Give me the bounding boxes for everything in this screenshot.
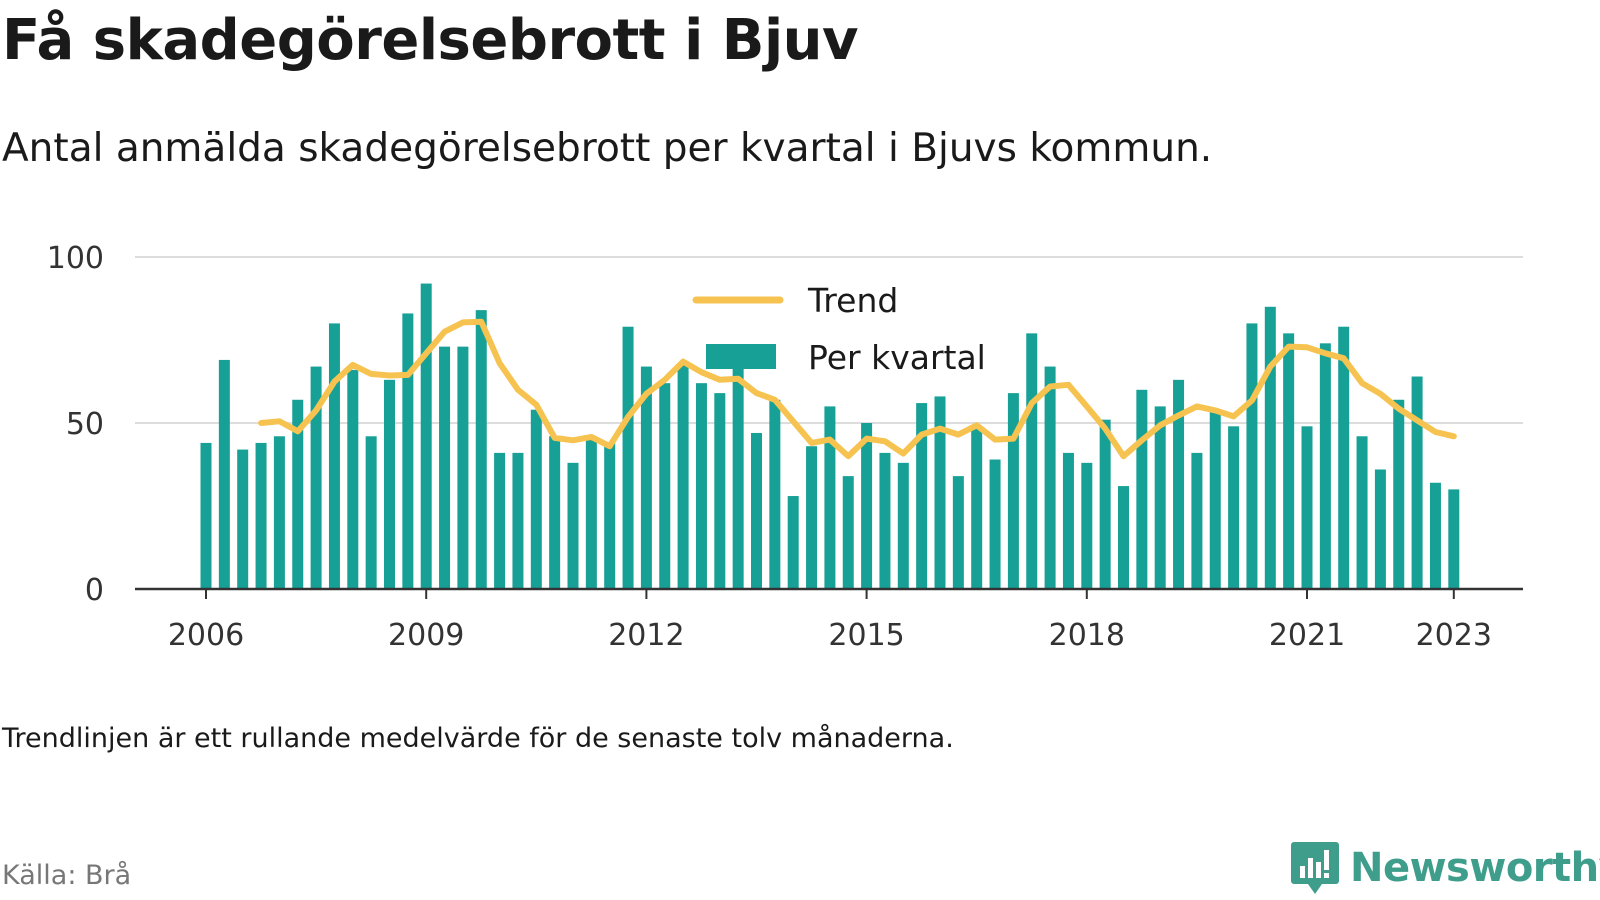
bar: [365, 436, 377, 589]
newsworthy-logo-icon: [1291, 842, 1339, 894]
x-tick-label: 2018: [1049, 618, 1125, 653]
bar: [769, 399, 781, 589]
chart-title: Få skadegörelsebrott i Bjuv: [2, 8, 859, 73]
bar: [1136, 389, 1148, 589]
bar: [347, 369, 359, 589]
brand[interactable]: Newsworthy: [1290, 840, 1600, 896]
bar: [1191, 452, 1203, 589]
bar: [989, 459, 1001, 589]
x-tick-label: 2012: [608, 618, 684, 653]
bar: [1319, 343, 1331, 589]
bar: [861, 423, 873, 589]
source-text: Källa: Brå: [2, 860, 132, 891]
bar: [1283, 333, 1295, 589]
bar: [879, 452, 891, 589]
brand-name: Newsworthy: [1350, 845, 1600, 891]
bar: [475, 310, 487, 589]
bar: [1411, 376, 1423, 589]
bar: [1301, 426, 1313, 589]
bar: [1099, 419, 1111, 589]
x-tick-label: 2009: [388, 618, 464, 653]
y-tick-label: 50: [66, 407, 104, 442]
bar: [1429, 482, 1441, 589]
bar: [751, 432, 762, 589]
bar: [549, 436, 561, 589]
y-tick-label: 100: [47, 241, 104, 276]
bar: [292, 399, 304, 589]
bar: [1118, 486, 1129, 589]
bar: [218, 359, 230, 589]
bar: [402, 313, 414, 589]
bar: [420, 283, 432, 589]
bar: [640, 366, 652, 589]
bar: [530, 409, 542, 589]
bar: [952, 476, 964, 589]
bar: [824, 406, 836, 589]
bar: [1209, 409, 1221, 589]
bar: [1081, 462, 1093, 589]
bar: [1246, 323, 1258, 589]
bar: [1374, 469, 1386, 589]
bar: [273, 436, 285, 589]
legend-bar-label: Per kvartal: [808, 338, 986, 377]
bar: [842, 476, 854, 589]
y-tick-label: 0: [85, 573, 104, 608]
bar: [971, 426, 983, 589]
bar: [604, 442, 616, 589]
bar: [1228, 426, 1240, 589]
bar: [512, 452, 524, 589]
chart-subtitle: Antal anmälda skadegörelsebrott per kvar…: [2, 126, 1213, 171]
bar: [622, 326, 634, 589]
bar: [494, 452, 506, 589]
legend-trend-label: Trend: [807, 281, 898, 320]
bar: [255, 442, 267, 589]
bar: [237, 449, 249, 589]
bar: [328, 323, 340, 589]
bar: [714, 393, 726, 589]
x-tick-label: 2015: [828, 618, 904, 653]
bar: [1044, 366, 1056, 589]
bar: [916, 403, 928, 589]
legend-bar-swatch: [706, 344, 776, 369]
bar: [384, 379, 395, 589]
bar: [1173, 379, 1185, 589]
bar: [695, 383, 707, 589]
x-tick-label: 2006: [168, 618, 244, 653]
bar: [1007, 393, 1019, 589]
trend-line: [258, 318, 1457, 460]
x-tick-label: 2023: [1416, 618, 1492, 653]
bar: [787, 496, 799, 589]
chart-note: Trendlinjen är ett rullande medelvärde f…: [2, 723, 954, 754]
bar: [567, 462, 579, 589]
bar: [310, 366, 322, 589]
bar: [1356, 436, 1368, 589]
bar: [1154, 406, 1166, 589]
bar: [659, 383, 671, 589]
bar: [1062, 452, 1074, 589]
bar: [439, 346, 451, 589]
bar: [457, 346, 469, 589]
x-tick-label: 2021: [1269, 618, 1345, 653]
bar: [732, 366, 744, 589]
bar: [897, 462, 909, 589]
bar: [806, 446, 818, 589]
bar: [1448, 489, 1460, 589]
bar: [1393, 399, 1405, 589]
bar: [934, 396, 946, 589]
bar: [585, 436, 597, 589]
bar: [200, 442, 212, 589]
bar: [1338, 326, 1350, 589]
bar: [1026, 333, 1038, 589]
bar: [677, 363, 689, 589]
bar: [1264, 306, 1276, 589]
